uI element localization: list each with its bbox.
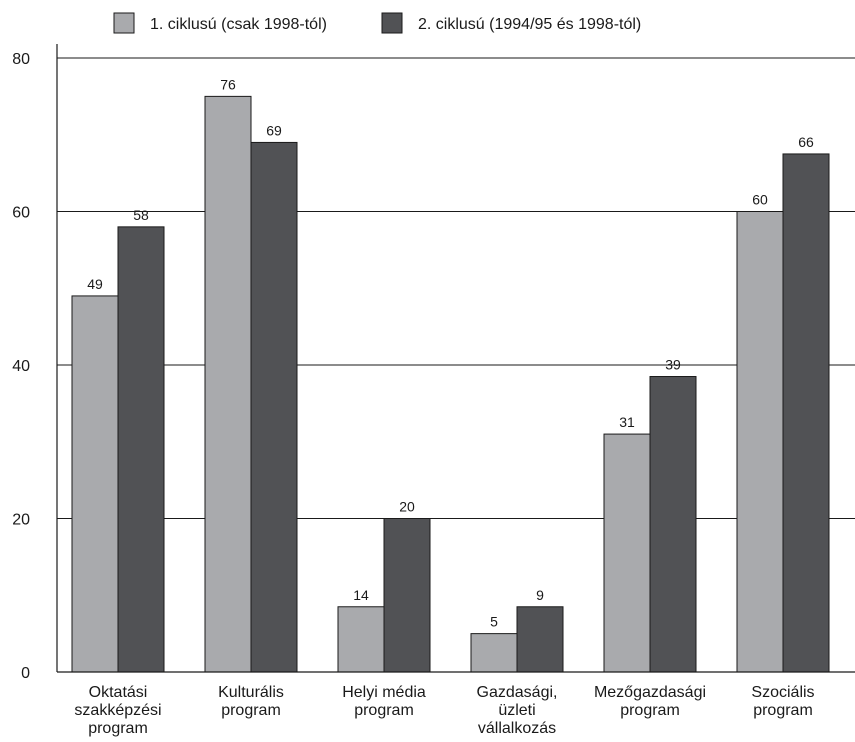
x-category-label: Kulturális program bbox=[218, 684, 284, 719]
y-tick-label: 60 bbox=[12, 205, 30, 222]
x-category-label: Mezőgazdasági program bbox=[594, 684, 706, 719]
legend-label-series-2: 2. ciklusú (1994/95 és 1998-tól) bbox=[418, 16, 641, 33]
data-label: 20 bbox=[399, 499, 415, 515]
bar bbox=[603, 433, 651, 673]
bar bbox=[250, 141, 298, 673]
bar bbox=[117, 226, 165, 673]
y-tick-label: 80 bbox=[12, 51, 30, 68]
legend-swatch-series-1 bbox=[113, 12, 135, 34]
bars bbox=[71, 95, 830, 673]
data-label: 14 bbox=[353, 587, 369, 603]
legend-label-series-1: 1. ciklusú (csak 1998-tól) bbox=[150, 16, 327, 33]
data-label: 5 bbox=[490, 614, 498, 630]
data-label: 58 bbox=[133, 207, 149, 223]
gridlines bbox=[57, 57, 855, 519]
x-category-label: Oktatási szakképzési program bbox=[74, 684, 161, 737]
bar bbox=[204, 95, 252, 673]
bar bbox=[383, 518, 431, 673]
legend-swatch-series-2 bbox=[381, 12, 403, 34]
bar bbox=[736, 211, 784, 673]
data-label: 39 bbox=[665, 357, 681, 373]
y-tick-labels: 0 20 40 60 80 bbox=[12, 51, 30, 682]
x-category-labels: Oktatási szakképzési program Kulturális prog… bbox=[74, 684, 814, 737]
data-label: 60 bbox=[752, 192, 768, 208]
data-label: 76 bbox=[220, 76, 236, 92]
data-label: 66 bbox=[798, 134, 814, 150]
bar bbox=[470, 633, 518, 673]
y-tick-label: 20 bbox=[12, 512, 30, 529]
data-label: 31 bbox=[619, 414, 635, 430]
data-label: 49 bbox=[87, 276, 103, 292]
data-label: 9 bbox=[536, 587, 544, 603]
bar bbox=[649, 376, 697, 673]
bar bbox=[71, 295, 119, 673]
bar bbox=[337, 606, 385, 673]
y-tick-label: 40 bbox=[12, 358, 30, 375]
legend: 1. ciklusú (csak 1998-tól) 2. ciklusú (1… bbox=[113, 12, 641, 34]
value-labels: 49 58 76 69 14 20 5 9 31 39 60 66 bbox=[87, 76, 814, 629]
x-category-label: Gazdasági, üzleti vállalkozás bbox=[477, 684, 558, 737]
y-tick-label: 0 bbox=[21, 665, 30, 682]
bar bbox=[516, 606, 564, 673]
bar bbox=[782, 153, 830, 673]
data-label: 69 bbox=[266, 122, 282, 138]
x-category-label: Szociális program bbox=[751, 684, 814, 719]
axes bbox=[56, 44, 855, 673]
x-category-label: Helyi média program bbox=[342, 684, 426, 719]
